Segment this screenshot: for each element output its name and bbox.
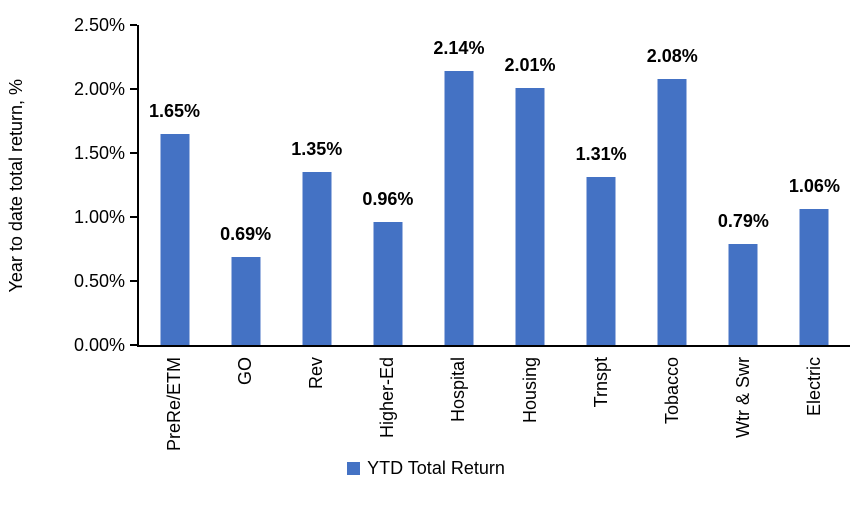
bar-column: 2.14% Hospital [423, 25, 494, 422]
y-tick-mark [130, 280, 137, 282]
bar-column: 1.65% PreRe/ETM [139, 25, 210, 451]
x-category-label: Electric [803, 357, 824, 417]
bar [302, 172, 332, 345]
bar [586, 177, 616, 345]
y-tick-label: 2.50% [73, 15, 125, 35]
bar-column: 0.79% Wtr & Swr [708, 25, 779, 438]
y-tick-mark [130, 24, 137, 26]
bar-column: 1.31% Trnspt [566, 25, 637, 407]
bar [657, 78, 687, 345]
x-category-label: PreRe/ETM [164, 357, 185, 452]
legend-swatch-icon [347, 462, 361, 475]
y-tick-label: 2.00% [73, 79, 125, 99]
y-tick-mark [130, 152, 137, 154]
bar-value-label: 0.96% [362, 189, 414, 210]
x-category-label: Higher-Ed [377, 357, 398, 439]
bar [373, 222, 403, 345]
y-tick-mark [130, 344, 137, 346]
y-axis-title-text: Year to date total return, % [6, 79, 26, 293]
bar [728, 243, 758, 345]
bar [160, 133, 190, 345]
bar-value-label: 1.06% [788, 176, 840, 197]
y-axis-title: Year to date total return, % [6, 25, 27, 347]
legend: YTD Total Return [0, 458, 852, 479]
legend-label: YTD Total Return [367, 458, 505, 478]
bar-value-label: 1.31% [575, 144, 627, 165]
bar-column: 1.35% Rev [281, 25, 352, 389]
bar-value-label: 2.14% [433, 38, 485, 59]
y-tick-mark [130, 216, 137, 218]
bar-value-label: 0.69% [220, 223, 272, 244]
bar [231, 256, 261, 345]
x-category-label: Trnspt [590, 357, 611, 408]
y-tick-label: 0.50% [73, 271, 125, 291]
x-category-label: Housing [519, 357, 540, 424]
y-tick-label: 1.50% [73, 143, 125, 163]
plot-area: 0.00% 0.50% 1.00% 1.50% 2.00% 2.50% 1.65% PreRe… [74, 16, 850, 451]
bar-value-label: 0.79% [717, 210, 769, 231]
y-tick-mark [130, 88, 137, 90]
bar-column: 2.08% Tobacco [637, 25, 708, 424]
bar-value-label: 2.08% [646, 45, 698, 66]
bar-value-label: 1.65% [149, 100, 201, 121]
bar-value-label: 1.35% [291, 139, 343, 160]
x-category-label: Rev [306, 357, 327, 390]
bar [799, 209, 829, 345]
bar [515, 87, 545, 345]
x-category-label: Wtr & Swr [732, 357, 753, 438]
y-tick-label: 1.00% [73, 207, 125, 227]
bar [444, 71, 474, 345]
x-category-label: Tobacco [661, 357, 682, 425]
x-category-label: GO [235, 357, 256, 386]
bar-column: 2.01% Housing [495, 25, 566, 423]
y-tick-label: 0.00% [73, 335, 125, 355]
bar-column: 1.06% Electric [779, 25, 850, 416]
bar-column: 0.69% GO [210, 25, 281, 385]
x-category-label: Hospital [448, 357, 469, 423]
bar-column: 0.96% Higher-Ed [352, 25, 423, 438]
bar-value-label: 2.01% [504, 54, 556, 75]
